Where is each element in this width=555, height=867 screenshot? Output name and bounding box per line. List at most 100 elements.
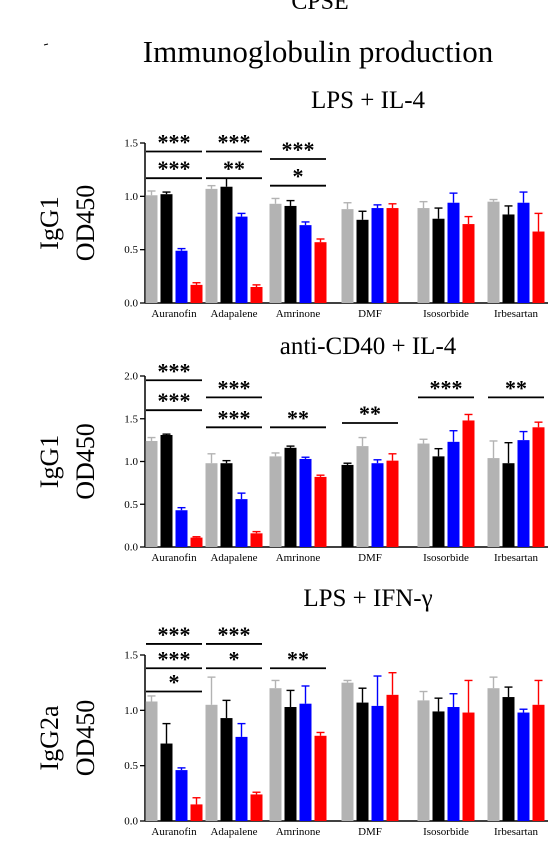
bar-adapalene-blue — [235, 499, 248, 547]
x-tick-label: Auranofin — [151, 308, 197, 320]
significance-label: ** — [287, 405, 309, 430]
bar-isosorbide-blue — [447, 202, 460, 303]
significance-label: *** — [158, 358, 191, 383]
y-axis-label-line2: OD450 — [71, 423, 100, 500]
bar-irbesartan-black — [502, 214, 515, 303]
bar-auranofin-black — [160, 434, 173, 547]
stray-mark — [43, 43, 49, 46]
y-tick-label: 2.0 — [124, 371, 138, 383]
significance-label: ** — [359, 401, 381, 426]
bar-dmf-blue — [371, 463, 384, 547]
figure-title: Immunoglobulin production — [143, 34, 494, 69]
bar-amrinone-red — [314, 476, 327, 547]
bar-auranofin-red — [190, 804, 203, 821]
chart-title-3: LPS + IFN-γ — [303, 585, 432, 612]
x-tick-label: DMF — [358, 552, 382, 564]
bar-amrinone-blue — [299, 703, 312, 821]
bar-auranofin-blue — [175, 510, 188, 547]
x-tick-label: Amrinone — [276, 826, 321, 838]
bar-isosorbide-black — [432, 456, 445, 547]
bar-amrinone-black — [284, 447, 297, 547]
y-tick-label: 1.0 — [124, 705, 138, 717]
bar-isosorbide-red — [462, 712, 475, 821]
significance-label: *** — [218, 130, 251, 155]
significance-label: *** — [158, 130, 191, 155]
bar-dmf-gray — [356, 446, 369, 547]
bar-irbesartan-black — [502, 463, 515, 547]
y-axis-label-line1: IgG1 — [35, 196, 64, 249]
bar-auranofin-red — [190, 537, 203, 547]
bar-amrinone-gray — [269, 456, 282, 547]
bar-adapalene-blue — [235, 216, 248, 303]
y-axis-label-line2: OD450 — [71, 185, 100, 262]
bar-isosorbide-gray — [417, 208, 430, 303]
x-tick-label: DMF — [358, 308, 382, 320]
bar-amrinone-blue — [299, 458, 312, 547]
bar-amrinone-black — [284, 205, 297, 303]
bar-irbesartan-blue — [517, 202, 530, 303]
bar-isosorbide-black — [432, 218, 445, 303]
bar-adapalene-gray — [205, 704, 218, 821]
bar-isosorbide-gray — [417, 700, 430, 821]
x-tick-label: Adapalene — [210, 826, 257, 838]
x-tick-label: Isosorbide — [423, 308, 469, 320]
bar-adapalene-black — [220, 186, 233, 303]
y-tick-label: 0.0 — [124, 816, 138, 828]
bar-adapalene-blue — [235, 736, 248, 821]
x-tick-label: Irbesartan — [494, 552, 538, 564]
significance-label: *** — [218, 375, 251, 400]
bar-dmf-red — [386, 460, 399, 547]
bar-irbesartan-gray — [487, 688, 500, 821]
bar-irbesartan-blue — [517, 712, 530, 821]
bar-amrinone-gray — [269, 688, 282, 821]
x-tick-label: Auranofin — [151, 552, 197, 564]
significance-label: *** — [158, 622, 191, 647]
bar-isosorbide-red — [462, 420, 475, 547]
bar-auranofin-blue — [175, 770, 188, 821]
bar-auranofin-gray — [145, 701, 158, 821]
bar-dmf-red — [386, 208, 399, 303]
bar-auranofin-gray — [145, 195, 158, 303]
bar-isosorbide-gray — [417, 443, 430, 547]
bar-dmf-gray — [341, 682, 354, 821]
x-tick-label: Adapalene — [210, 308, 257, 320]
bar-amrinone-black — [284, 707, 297, 821]
bar-irbesartan-blue — [517, 440, 530, 547]
bar-dmf-black — [341, 464, 354, 547]
bar-adapalene-black — [220, 718, 233, 821]
significance-label: *** — [218, 405, 251, 430]
bar-isosorbide-black — [432, 711, 445, 821]
significance-label: *** — [158, 388, 191, 413]
significance-label: *** — [158, 646, 191, 671]
x-tick-label: Auranofin — [151, 826, 197, 838]
bar-irbesartan-gray — [487, 201, 500, 303]
bar-dmf-gray — [341, 209, 354, 303]
significance-label: ** — [223, 156, 245, 181]
bar-adapalene-red — [250, 287, 263, 303]
bar-dmf-red — [386, 694, 399, 821]
bar-irbesartan-red — [532, 427, 545, 547]
significance-label: ** — [287, 646, 309, 671]
y-tick-label: 1.5 — [124, 138, 138, 150]
bar-irbesartan-gray — [487, 458, 500, 547]
bar-dmf-blue — [371, 208, 384, 303]
x-tick-label: Isosorbide — [423, 552, 469, 564]
x-tick-label: Isosorbide — [423, 826, 469, 838]
significance-label: * — [229, 646, 240, 671]
x-tick-label: Irbesartan — [494, 308, 538, 320]
y-axis-label-line1: IgG2a — [35, 705, 64, 770]
chart-title-2: anti-CD40 + IL-4 — [280, 333, 457, 360]
bar-adapalene-red — [250, 794, 263, 821]
bar-amrinone-blue — [299, 225, 312, 303]
chart-panel-1: LPS + IL-4 IgG1 OD450 0.0 0.5 1.0 1.5 Auranofin… — [35, 87, 548, 320]
bar-adapalene-black — [220, 463, 233, 547]
y-axis-label-line1: IgG1 — [35, 435, 64, 488]
bar-auranofin-black — [160, 743, 173, 821]
x-tick-label: DMF — [358, 826, 382, 838]
significance-label: *** — [430, 375, 463, 400]
bar-irbesartan-red — [532, 704, 545, 821]
significance-label: ** — [505, 375, 527, 400]
significance-label: * — [169, 670, 180, 695]
chart-panel-2: anti-CD40 + IL-4 IgG1 OD450 0.0 0.5 1.0 1.5 2.0… — [35, 333, 548, 564]
bar-amrinone-red — [314, 735, 327, 821]
